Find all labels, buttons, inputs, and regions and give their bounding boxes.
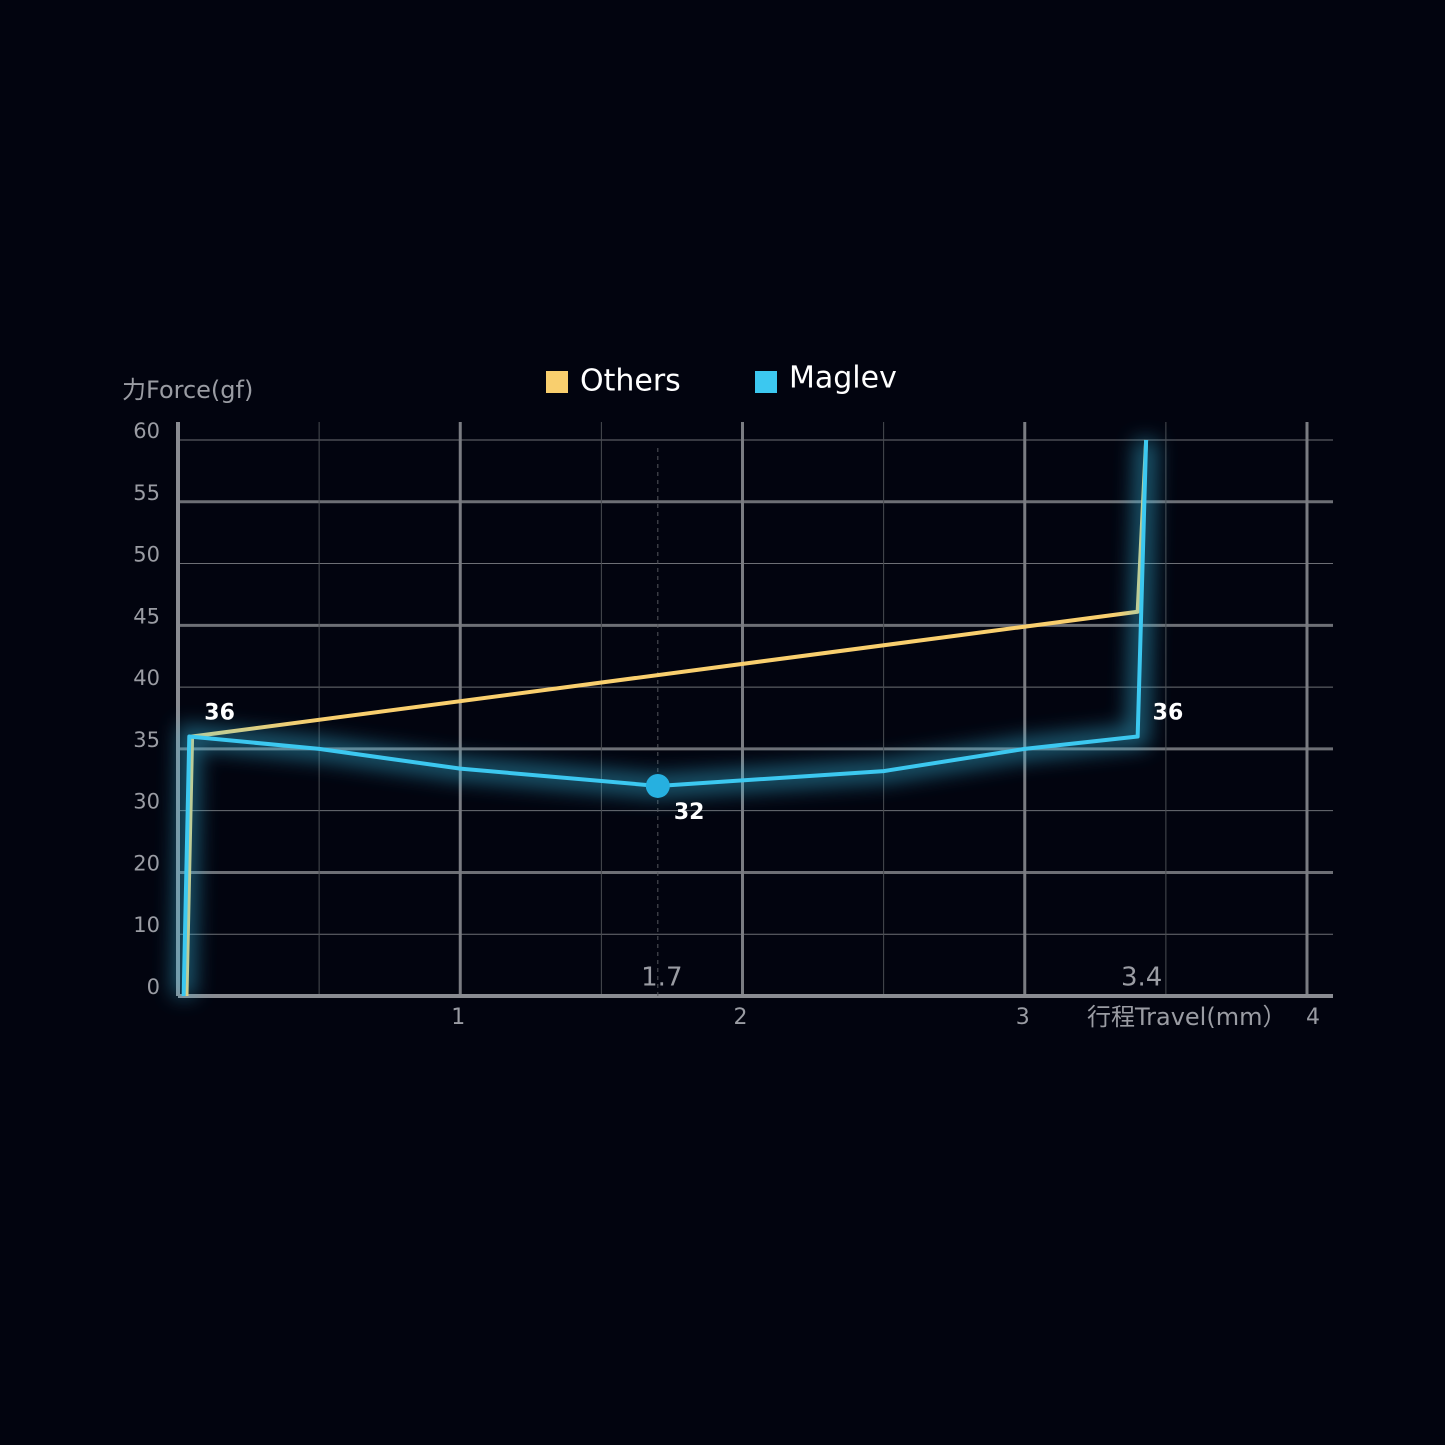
y-tick-label: 0 (147, 975, 160, 999)
y-tick-label: 10 (133, 913, 160, 937)
x-tick-label: 1 (451, 1005, 465, 1030)
annotation: 32 (674, 800, 705, 825)
legend-label: Others (580, 364, 681, 399)
legend-swatch (755, 371, 777, 393)
y-tick-label: 45 (133, 604, 160, 628)
annotation: 36 (1153, 701, 1184, 726)
y-tick-label: 35 (133, 728, 160, 752)
legend-swatch (546, 371, 568, 393)
min-point (645, 773, 670, 798)
y-tick-label: 60 (133, 419, 160, 443)
x-tick-label: 4 (1306, 1005, 1320, 1030)
y-tick-label: 40 (133, 666, 160, 690)
x-tick-label: 3 (1016, 1005, 1030, 1030)
x-marker-label: 3.4 (1121, 963, 1162, 993)
y-axis-label: 力Force(gf) (122, 376, 253, 404)
legend-label: Maglev (789, 361, 897, 396)
x-axis-label: 行程Travel(mm） (1087, 1003, 1286, 1031)
annotation: 36 (204, 701, 235, 726)
y-tick-label: 55 (133, 481, 160, 505)
y-tick-label: 20 (133, 851, 160, 875)
y-tick-label: 30 (133, 790, 160, 814)
y-tick-label: 50 (133, 543, 160, 567)
x-marker-label: 1.7 (641, 963, 682, 993)
x-tick-label: 2 (734, 1005, 748, 1030)
